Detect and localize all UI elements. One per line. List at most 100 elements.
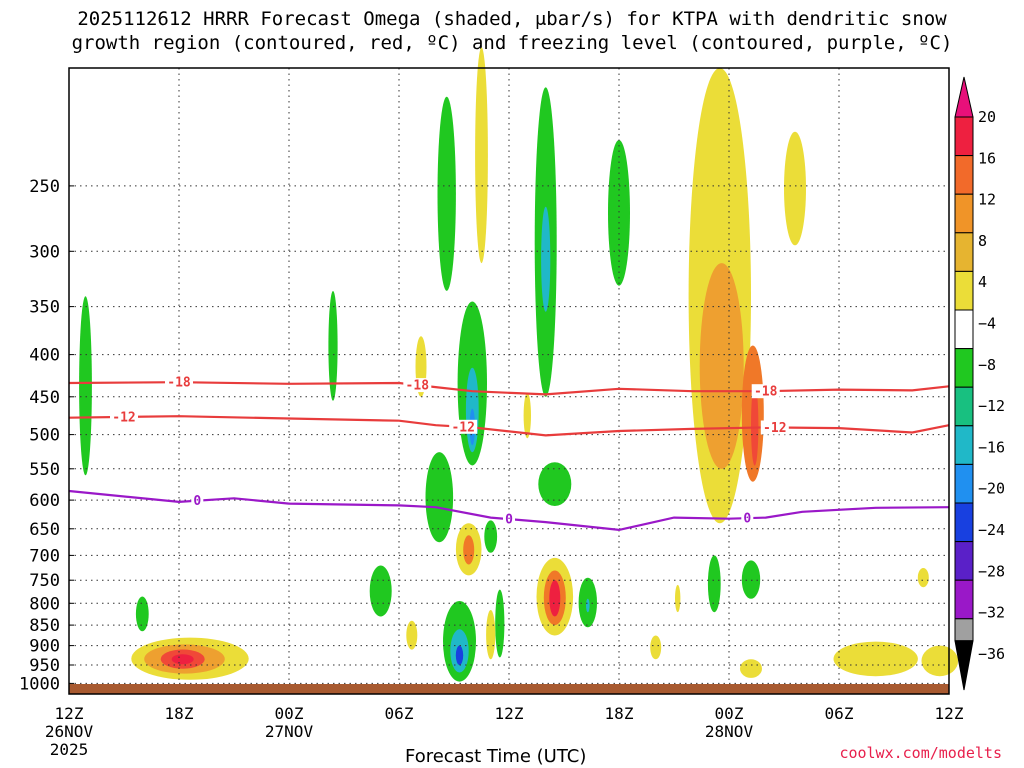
omega-area-green-14.4h — [328, 291, 338, 401]
colorbar-label-13: −36 — [978, 645, 1005, 663]
colorbar-swatch-5 — [954, 309, 974, 350]
omega-area-yellow-32h — [650, 635, 662, 660]
omega-area-yellow-24.8h — [523, 392, 531, 439]
colorbar-label-6: −8 — [978, 356, 996, 374]
colorbar-label-2: 12 — [978, 191, 996, 209]
x-tick-label-12: 00Z — [275, 704, 304, 723]
colorbar-swatch-1 — [954, 155, 974, 195]
contour-minus18 — [68, 381, 950, 396]
x-tick-label-30: 18Z — [605, 704, 634, 723]
colorbar-label-1: 16 — [978, 149, 996, 167]
omega-area-yellow-47.5h — [921, 645, 959, 677]
y-tick-label-950: 950 — [29, 656, 60, 676]
omega-area-green-20.6h — [437, 96, 456, 291]
contour-layer: -18 -18 -18 -12 -12 -12 0 0 0 — [68, 375, 950, 532]
omega-area-cyan-26h — [541, 206, 551, 312]
colorbar-label-8: −16 — [978, 438, 1005, 456]
contour-label-minus18-2: -18 — [754, 385, 778, 400]
contour-label-bg-minus18-2 — [751, 384, 780, 399]
contour-label-zero-0: 0 — [193, 494, 201, 509]
omega-area-orange-21.8h — [463, 535, 475, 565]
x-tick-date-0: 26NOV — [45, 722, 94, 741]
y-tick-label-350: 350 — [29, 298, 60, 318]
colorbar-label-9: −20 — [978, 480, 1005, 498]
contour-label-minus12-0: -12 — [112, 411, 135, 426]
omega-area-cyan-28.3h — [586, 598, 590, 613]
credit-link[interactable]: coolwx.com/modelts — [839, 744, 1002, 762]
x-tick-label-42: 06Z — [825, 704, 854, 723]
omega-area-green-4h — [135, 596, 149, 632]
contour-label-bg-zero-1 — [503, 512, 515, 527]
x-axis-label: Forecast Time (UTC) — [405, 746, 587, 767]
y-tick-label-250: 250 — [29, 177, 60, 197]
contour-label-bg-minus18-0 — [165, 375, 193, 390]
x-tick-label-0: 12Z — [55, 704, 84, 723]
grid-layer — [68, 68, 950, 694]
contour-label-bg-zero-2 — [741, 511, 754, 526]
colorbar-label-5: −4 — [978, 315, 996, 333]
contour-label-bg-minus12-0 — [110, 410, 138, 424]
omega-area-yellow-44h — [833, 641, 918, 677]
y-tick-label-300: 300 — [29, 242, 60, 262]
colorbar-swatch-4 — [954, 270, 974, 311]
omega-area-darkred-6.5h — [171, 654, 194, 665]
omega-area-yellow-18.7h — [406, 620, 418, 650]
omega-shading-layer — [79, 47, 959, 682]
omega-area-red-26.5h — [549, 580, 561, 617]
colorbar-label-0: 20 — [978, 108, 996, 126]
contour-label-minus12-1: -12 — [451, 420, 474, 435]
colorbar-swatch-9 — [954, 463, 974, 504]
x-tick-label-36: 00Z — [715, 704, 744, 723]
chart-title-line-2: growth region (contoured, red, ºC) and f… — [71, 32, 953, 54]
omega-area-green-23.5h — [495, 589, 505, 658]
colorbar-label-12: −32 — [978, 604, 1005, 622]
contour-label-bg-minus12-1 — [449, 419, 478, 434]
colorbar-swatch-0 — [954, 116, 974, 157]
x-tick-year-0: 2025 — [50, 740, 89, 759]
x-tick-label-18: 06Z — [385, 704, 414, 723]
contour-label-minus12-2: -12 — [763, 421, 786, 436]
omega-area-green-26.5h — [538, 462, 572, 506]
colorbar-swatch-7 — [954, 386, 974, 427]
omega-area-yellow-39.6h — [784, 131, 806, 246]
y-tick-label-400: 400 — [29, 346, 60, 366]
y-tick-label-850: 850 — [29, 616, 60, 636]
colorbar-label-3: 8 — [978, 232, 987, 250]
y-tick-label-750: 750 — [29, 571, 60, 591]
contour-label-zero-2: 0 — [743, 512, 751, 527]
contour-label-bg-minus12-2 — [760, 420, 789, 435]
omega-area-red-37h — [751, 384, 759, 466]
y-axis: 2503003504004505005506006507007508008509… — [19, 177, 74, 694]
x-tick-date-12: 27NOV — [265, 722, 314, 741]
omega-area-orange-35.5h — [699, 263, 744, 469]
omega-area-green-37.2h — [741, 560, 761, 599]
colorbar-swatch-8 — [954, 425, 974, 465]
contour-label-zero-1: 0 — [505, 513, 513, 528]
x-tick-label-6: 18Z — [165, 704, 194, 723]
colorbar-swatch-11 — [954, 541, 974, 581]
omega-area-green-30h — [608, 140, 630, 286]
omega-area-yellow-37h — [740, 659, 762, 678]
y-tick-label-550: 550 — [29, 460, 60, 480]
colorbar-swatch-2 — [954, 193, 974, 234]
colorbar-label-4: 4 — [978, 273, 987, 291]
omega-area-blue-21.3h — [455, 645, 464, 665]
contour-label-minus18-0: -18 — [167, 376, 191, 391]
colorbar-label-11: −28 — [978, 562, 1005, 580]
y-tick-label-600: 600 — [29, 491, 60, 511]
y-tick-label-900: 900 — [29, 637, 60, 657]
omega-area-yellow-33.2h — [675, 584, 681, 613]
plot-frame — [68, 67, 950, 695]
chart-title-line-1: 2025112612 HRRR Forecast Omega (shaded, … — [77, 8, 947, 30]
colorbar-swatch-10 — [954, 502, 974, 543]
y-tick-label-450: 450 — [29, 388, 60, 408]
x-tick-date-36: 28NOV — [705, 722, 754, 741]
y-tick-label-700: 700 — [29, 546, 60, 566]
x-tick-label-48: 12Z — [935, 704, 964, 723]
ground-band — [69, 684, 949, 694]
x-tick-label-24: 12Z — [495, 704, 524, 723]
contour-zero — [68, 489, 950, 532]
contour-label-bg-zero-0 — [191, 493, 204, 508]
